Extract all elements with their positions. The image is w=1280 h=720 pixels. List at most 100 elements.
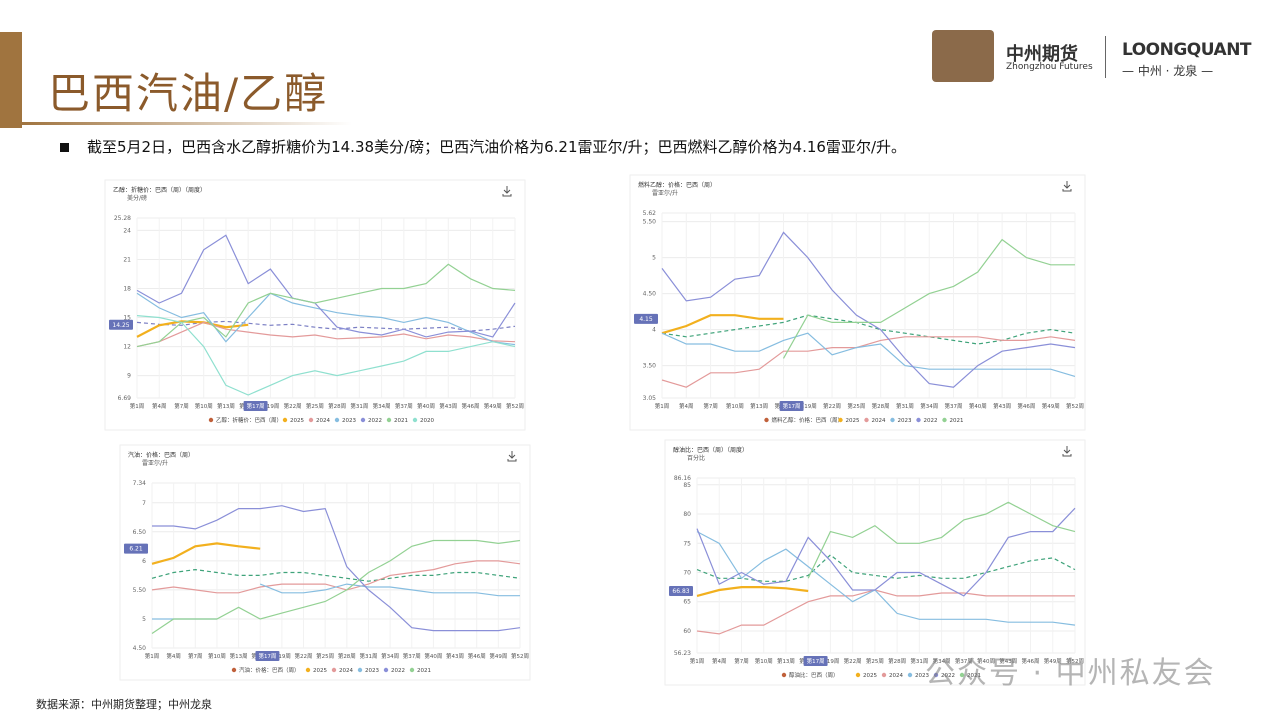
highlight-bg — [255, 651, 280, 661]
legend-dot — [855, 672, 861, 678]
logo-icon — [932, 30, 994, 82]
y-tick-label: 75 — [683, 540, 691, 547]
legend-label: 2021 — [950, 418, 964, 424]
series-line — [661, 332, 1076, 377]
series-line — [151, 568, 521, 582]
y-tick-label: 7 — [142, 500, 146, 507]
series-line — [661, 314, 784, 335]
download-icon — [1062, 181, 1072, 192]
legend-dot — [383, 667, 389, 673]
x-tick-label: 第25周 — [306, 402, 324, 410]
highlight-bg — [779, 401, 804, 411]
legend-label: 2022 — [941, 673, 955, 679]
series-line — [136, 263, 516, 348]
x-tick-label: 第40周 — [424, 652, 442, 660]
x-tick-label: 第40周 — [969, 402, 987, 410]
x-tick-label: 第34周 — [920, 402, 938, 410]
x-tick-label: 第28周 — [338, 652, 356, 660]
x-tick-label: 第43周 — [446, 652, 464, 660]
x-tick-label: 第22周 — [284, 402, 302, 410]
legend-label: 2020 — [420, 418, 434, 424]
y-tick-label: 12 — [123, 344, 131, 351]
x-tick-label: 第31周 — [896, 402, 914, 410]
legend-label: 2023 — [915, 673, 929, 679]
x-tick-label: 第7周 — [174, 402, 189, 410]
legend-dot — [282, 417, 288, 423]
legend-dot — [305, 667, 311, 673]
x-tick-label: 第10周 — [208, 652, 226, 660]
x-tick-label: 第31周 — [359, 652, 377, 660]
x-tick-label: 第49周 — [484, 402, 502, 410]
logo-en: Zhongzhou Futures — [1006, 62, 1093, 72]
x-tick-label: 第37周 — [955, 657, 973, 665]
accent-line — [22, 122, 352, 125]
x-tick-label: 第40周 — [977, 657, 995, 665]
legend-dot — [334, 417, 340, 423]
legend-label: 2024 — [889, 673, 903, 679]
series-line — [696, 531, 1076, 626]
bullet: 截至5月2日，巴西含水乙醇折糖价为14.38美分/磅；巴西汽油价格为6.21雷亚… — [60, 136, 906, 157]
series-line — [661, 336, 1076, 388]
x-tick-label: 第22周 — [295, 652, 313, 660]
current-label: 66.83 — [672, 588, 689, 595]
chart-title: 乙醇：折糖价：巴西（周）（周度） — [113, 186, 206, 194]
chart-bg — [629, 174, 1086, 431]
x-tick-label: 第4周 — [679, 402, 694, 410]
x-tick-label: 第22周 — [844, 657, 862, 665]
y-tick-label: 7.34 — [133, 480, 147, 487]
legend-dot — [357, 667, 363, 673]
legend-dot — [959, 672, 965, 678]
x-tick-label: 第22周 — [823, 402, 841, 410]
y-tick-label: 6 — [142, 558, 146, 565]
y-tick-label: 6.50 — [133, 529, 147, 536]
legend-dot — [864, 417, 869, 423]
legend-dot — [208, 417, 214, 423]
accent-bar — [0, 32, 22, 128]
x-tick-label: 第43周 — [999, 657, 1017, 665]
x-tick-label: 第46周 — [468, 652, 486, 660]
x-tick-label: 第4周 — [712, 657, 727, 665]
x-tick-label: 第10周 — [755, 657, 773, 665]
legend-label: 2024 — [339, 668, 353, 674]
y-tick-label: 65 — [683, 599, 691, 606]
source: 数据来源：中州期货整理；中州龙泉 — [36, 698, 212, 711]
x-tick-label: 第1周 — [690, 657, 705, 665]
legend-label: 乙醇：折糖价：巴西（周） — [216, 416, 282, 424]
y-tick-label: 4 — [652, 327, 656, 334]
highlight-label: 第17周 — [783, 402, 801, 410]
series-line — [136, 320, 249, 338]
unit-label: 百分比 — [687, 454, 705, 462]
x-tick-label: 第43周 — [439, 402, 457, 410]
legend-label: 2022 — [368, 418, 382, 424]
x-tick-label: 第52周 — [511, 652, 529, 660]
legend-dot — [916, 417, 921, 423]
brand: LOONGQUANT — [1122, 40, 1252, 60]
legend-label: 2023 — [342, 418, 356, 424]
y-tick-label: 5.50 — [643, 219, 657, 226]
x-tick-label: 第10周 — [726, 402, 744, 410]
series-line — [152, 505, 521, 632]
legend-label: 2025 — [846, 418, 860, 424]
legend-label: 2021 — [417, 668, 431, 674]
legend-dot — [838, 417, 843, 423]
watermark: 公众号 · 中州私友会 — [925, 656, 1216, 691]
series-line — [136, 315, 516, 396]
current-marker — [669, 586, 693, 597]
x-tick-label: 第49周 — [489, 652, 507, 660]
x-tick-label: 第13周 — [217, 402, 235, 410]
series-line — [782, 238, 1075, 359]
series-line — [696, 589, 1075, 635]
current-label: 4.15 — [639, 316, 653, 323]
legend-dot — [933, 672, 939, 678]
legend-dot — [942, 417, 947, 423]
legend-label: 燃料乙醇：价格：巴西（周） — [772, 416, 844, 424]
legend-label: 2022 — [391, 668, 405, 674]
chart-title: 汽油：价格：巴西（周） — [128, 451, 194, 459]
y-tick-label: 4.50 — [133, 645, 147, 652]
brand-sub: — 中州 · 龙泉 — — [1122, 64, 1214, 78]
current-marker — [634, 313, 658, 324]
highlight-bg — [803, 656, 828, 666]
series-line — [696, 507, 1076, 597]
legend-dot — [881, 672, 887, 678]
series-line — [136, 321, 516, 348]
